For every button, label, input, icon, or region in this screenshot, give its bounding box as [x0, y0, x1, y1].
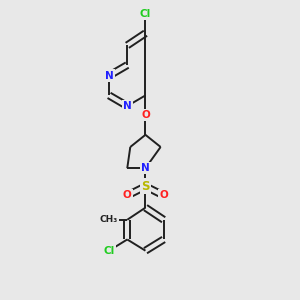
Text: Cl: Cl — [140, 8, 151, 19]
Text: O: O — [159, 190, 168, 200]
Text: N: N — [105, 71, 113, 81]
Text: N: N — [123, 101, 132, 111]
Text: CH₃: CH₃ — [100, 215, 118, 224]
Text: Cl: Cl — [103, 246, 115, 256]
Text: S: S — [141, 180, 150, 193]
Text: N: N — [141, 163, 150, 173]
Text: O: O — [123, 190, 132, 200]
Text: O: O — [141, 110, 150, 120]
